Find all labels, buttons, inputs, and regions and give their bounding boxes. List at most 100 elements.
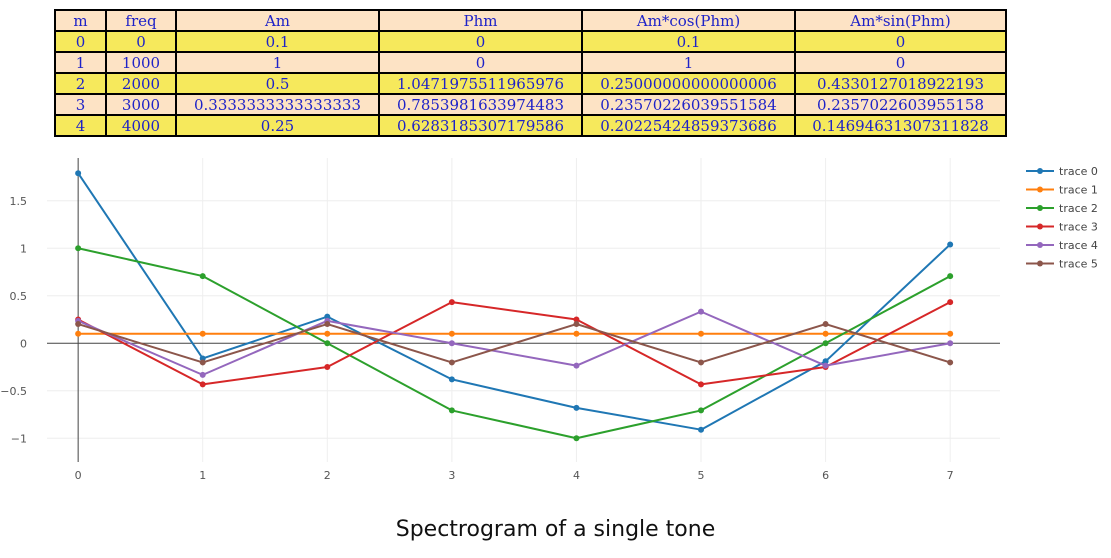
data-point[interactable] [822,358,829,365]
column-header: m [54,9,107,32]
data-point[interactable] [199,371,206,378]
table-header: m freq Am Phm Am*cos(Phm) Am*sin(Phm) [54,9,1007,32]
table-row: 4 4000 0.25 0.6283185307179586 0.20225424859… [54,114,1007,137]
data-point[interactable] [75,330,82,337]
figure-caption: Spectrogram of a single tone [395,517,716,542]
table-row: 2 2000 0.5 1.0471975511965976 0.250000000000… [54,72,1007,95]
data-point[interactable] [324,364,331,370]
series-line [77,301,951,386]
data-point[interactable] [199,359,206,366]
legend-item[interactable]: trace 2 [1026,202,1098,215]
legend-item[interactable]: trace 1 [1026,184,1098,197]
data-point[interactable] [448,376,455,383]
table-header-row: m freq Am Phm Am*cos(Phm) Am*sin(Phm) [54,9,1007,32]
data-point[interactable] [822,340,829,347]
table-cell: 0 [105,30,177,53]
data-point[interactable] [573,330,580,337]
data-point[interactable] [448,330,455,337]
data-point[interactable] [947,273,954,280]
table-cell: 0.20225424859373686 [581,114,796,137]
table-cell: 1.0471975511965976 [378,72,583,95]
series-trace-0[interactable] [75,170,954,433]
data-point[interactable] [448,299,455,306]
data-point[interactable] [947,359,954,366]
data-point[interactable] [199,273,206,280]
data-point[interactable] [199,381,206,388]
series-line [77,310,951,376]
column-header: freq [105,9,177,32]
data-point[interactable] [573,435,580,442]
data-point[interactable] [573,404,580,411]
data-point[interactable] [448,340,455,347]
series-trace-1[interactable] [75,330,954,337]
grid-lines [47,158,1000,462]
table-cell: 2 [54,72,107,95]
legend-swatch-marker [1037,205,1043,211]
table-row: 1 1000 1 0 1 0 [54,51,1007,74]
table-cell: 0.5 [175,72,380,95]
y-tick-label: 0.5 [10,290,28,303]
legend-label: trace 2 [1059,202,1098,215]
data-point[interactable] [448,359,455,366]
table-cell: 0.4330127018922193 [794,72,1007,95]
data-point[interactable] [448,407,455,414]
table-cell: 0.3333333333333333 [175,93,380,116]
table-cell: 2000 [105,72,177,95]
data-point[interactable] [822,362,829,369]
table-cell: 1 [175,51,380,74]
table-cell: 1 [54,51,107,74]
data-point[interactable] [75,321,82,328]
x-tick-label: 5 [698,469,705,480]
series-trace-2[interactable] [75,245,954,442]
data-point[interactable] [75,170,82,177]
data-point[interactable] [698,407,705,414]
table-cell: 0.2357022603955158 [794,93,1007,116]
legend-label: trace 3 [1059,221,1098,234]
data-point[interactable] [199,330,206,337]
legend[interactable]: trace 0 trace 1 trace 2 trace 3 trace 4 trace… [1026,165,1098,271]
data-point[interactable] [698,330,705,337]
legend-item[interactable]: trace 3 [1026,221,1098,234]
data-point[interactable] [324,340,331,347]
data-point[interactable] [324,330,331,337]
series-line [77,323,951,364]
data-point[interactable] [324,313,331,320]
legend-item[interactable]: trace 5 [1026,258,1098,271]
data-point[interactable] [698,381,705,388]
legend-swatch-marker [1037,168,1043,174]
data-point[interactable] [947,340,954,347]
data-point[interactable] [947,330,954,337]
data-point[interactable] [698,359,705,366]
data-point[interactable] [573,321,580,328]
data-point[interactable] [573,362,580,369]
table-cell: 0.1 [581,30,796,53]
table-cell: 4 [54,114,107,137]
series-lines [75,170,954,442]
y-tick-label: 1 [20,242,27,255]
data-point[interactable] [75,245,82,252]
column-header: Am*cos(Phm) [581,9,796,32]
table-cell: 0.23570226039551584 [581,93,796,116]
data-point[interactable] [324,321,331,328]
y-tick-label: −0.5 [0,385,27,398]
data-point[interactable] [822,321,829,328]
series-line [77,247,951,440]
data-point[interactable] [947,241,954,248]
legend-swatch-marker [1037,186,1043,193]
data-table: m freq Am Phm Am*cos(Phm) Am*sin(Phm) 0 0 0.1 0 0… [54,9,1007,137]
data-point[interactable] [947,299,954,306]
table-cell: 3 [54,93,107,116]
data-point[interactable] [573,316,580,323]
data-point[interactable] [698,426,705,433]
data-point[interactable] [822,330,829,337]
series-line [77,172,951,431]
legend-item[interactable]: trace 4 [1026,239,1098,252]
series-trace-5[interactable] [75,321,954,366]
x-tick-label: 1 [199,469,206,480]
data-point[interactable] [698,308,705,315]
legend-label: trace 0 [1059,165,1098,178]
legend-item[interactable]: trace 0 [1026,165,1098,178]
table-cell: 1 [581,51,796,74]
series-trace-4[interactable] [75,308,954,378]
